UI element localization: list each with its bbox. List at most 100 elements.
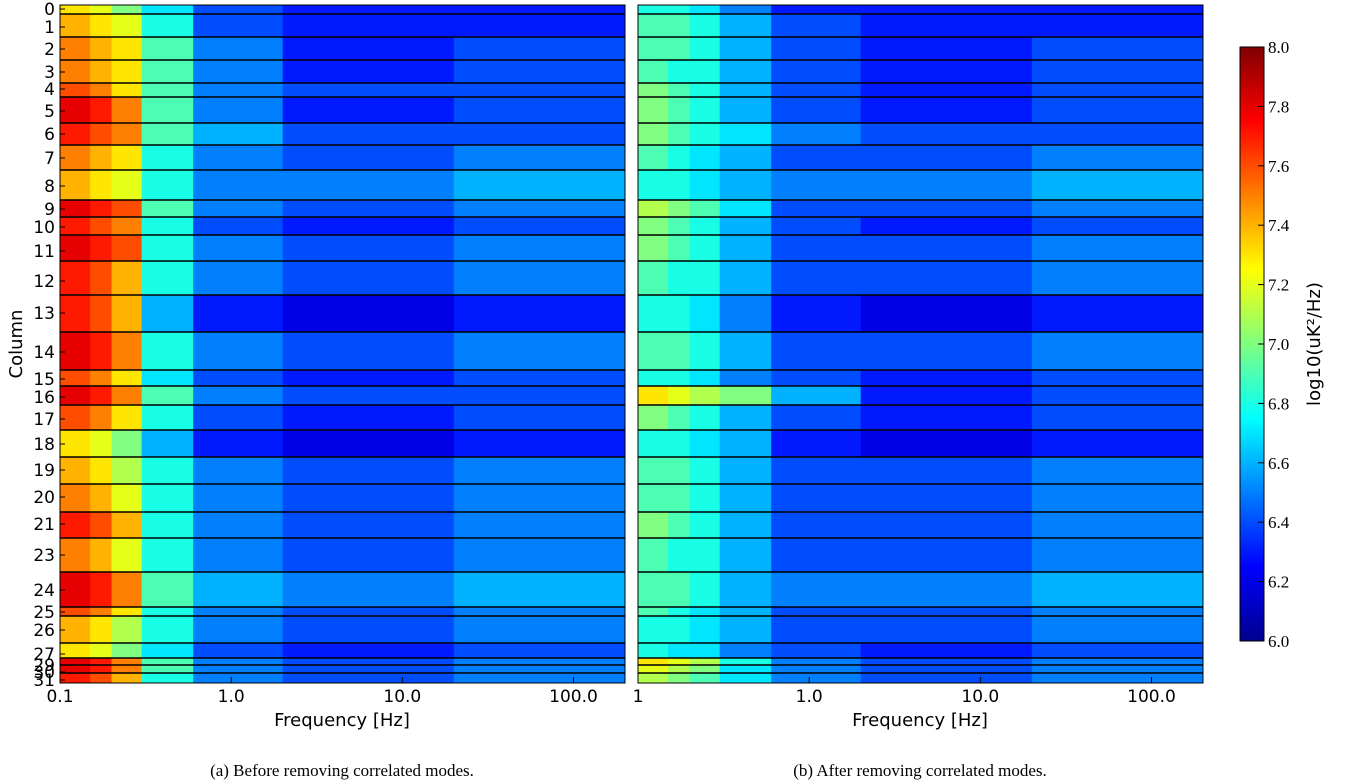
heatmap-cell	[60, 673, 91, 684]
heatmap-cell	[860, 5, 1033, 15]
heatmap-cell	[90, 607, 113, 617]
heatmap-cell	[1031, 607, 1204, 617]
heatmap-cell	[719, 37, 772, 61]
heatmap-cell	[141, 60, 194, 84]
heatmap-cell	[90, 5, 113, 15]
heatmap-cell	[638, 405, 669, 431]
heatmap-cell	[719, 607, 772, 617]
heatmap-cell	[1031, 405, 1204, 431]
heatmap-cell	[668, 235, 691, 262]
heatmap-cell	[860, 512, 1033, 539]
heatmap-cell	[771, 14, 862, 38]
heatmap-cell	[453, 538, 626, 573]
heatmap-cell	[638, 235, 669, 262]
heatmap-cell	[638, 261, 669, 296]
y-tick-label: 18	[33, 435, 55, 455]
heatmap-cell	[141, 430, 194, 458]
heatmap-cell	[60, 572, 91, 608]
heatmap-cell	[668, 616, 691, 644]
heatmap-cell	[60, 643, 91, 659]
heatmap-cell	[282, 430, 455, 458]
heatmap-cell	[193, 607, 284, 617]
heatmap-cell	[111, 616, 143, 644]
heatmap-cell	[860, 83, 1033, 98]
heatmap-cell	[1031, 261, 1204, 296]
heatmap-cell	[111, 60, 143, 84]
heatmap-cell	[1031, 673, 1204, 684]
heatmap-cell	[193, 170, 284, 201]
heatmap-cell	[1031, 643, 1204, 659]
heatmap-cell	[689, 97, 721, 124]
heatmap-cell	[1031, 616, 1204, 644]
heatmap-cell	[282, 643, 455, 659]
heatmap-cell	[668, 217, 691, 236]
y-axis-label: Column	[6, 310, 27, 379]
heatmap-cell	[771, 37, 862, 61]
heatmap-cell	[193, 235, 284, 262]
heatmap-cell	[90, 665, 113, 674]
y-tick-label: 12	[33, 272, 55, 292]
heatmap-cell	[193, 97, 284, 124]
colorbar-tick-label: 7.2	[1268, 276, 1289, 295]
heatmap-cell	[689, 643, 721, 659]
heatmap-cell	[282, 123, 455, 146]
heatmap-cell	[771, 145, 862, 171]
heatmap-cell	[1031, 512, 1204, 539]
heatmap-cell	[719, 457, 772, 485]
heatmap-cell	[668, 83, 691, 98]
heatmap-cell	[111, 607, 143, 617]
heatmap-cell	[689, 200, 721, 218]
heatmap-cell	[111, 97, 143, 124]
heatmap-cell	[689, 14, 721, 38]
heatmap-cell	[90, 37, 113, 61]
y-tick-label: 31	[33, 671, 55, 691]
heatmap-cell	[60, 145, 91, 171]
heatmap-cell	[282, 83, 455, 98]
heatmap-cell	[60, 261, 91, 296]
heatmap-cell	[111, 643, 143, 659]
heatmap-cell	[689, 457, 721, 485]
heatmap-cell	[771, 235, 862, 262]
x-tick-label: 1	[633, 687, 644, 707]
heatmap-cell	[453, 512, 626, 539]
heatmap-cell	[60, 512, 91, 539]
heatmap-cell	[282, 261, 455, 296]
heatmap-cell	[668, 607, 691, 617]
heatmap-cell	[1031, 83, 1204, 98]
heatmap-cell	[771, 658, 862, 666]
heatmap-cell	[719, 405, 772, 431]
heatmap-cell	[453, 170, 626, 201]
heatmap-cell	[60, 405, 91, 431]
heatmap-cell	[111, 235, 143, 262]
heatmap-cell	[771, 484, 862, 513]
heatmap-cell	[638, 60, 669, 84]
heatmap-cell	[141, 5, 194, 15]
heatmap-cell	[668, 643, 691, 659]
heatmap-cell	[111, 512, 143, 539]
heatmap-cell	[638, 5, 669, 15]
heatmap-cell	[689, 145, 721, 171]
heatmap-cell	[689, 386, 721, 406]
heatmap-cell	[771, 430, 862, 458]
heatmap-cell	[453, 37, 626, 61]
heatmap-cell	[193, 83, 284, 98]
y-tick-label: 14	[33, 343, 55, 363]
heatmap-cell	[689, 658, 721, 666]
heatmap-cell	[771, 83, 862, 98]
heatmap-cell	[668, 430, 691, 458]
y-tick-label: 26	[33, 621, 55, 641]
y-tick-label: 27	[33, 645, 55, 665]
heatmap-cell	[689, 217, 721, 236]
heatmap-cell	[60, 658, 91, 666]
heatmap-cell	[141, 170, 194, 201]
x-tick-label: 100.0	[1127, 687, 1176, 707]
heatmap-cell	[141, 200, 194, 218]
heatmap-cell	[193, 370, 284, 387]
heatmap-cell	[60, 37, 91, 61]
x-tick-label: 100.0	[549, 687, 598, 707]
heatmap-cell	[60, 5, 91, 15]
heatmap-cell	[193, 217, 284, 236]
heatmap-cell	[860, 145, 1033, 171]
heatmap-cell	[668, 673, 691, 684]
heatmap-cell	[689, 5, 721, 15]
